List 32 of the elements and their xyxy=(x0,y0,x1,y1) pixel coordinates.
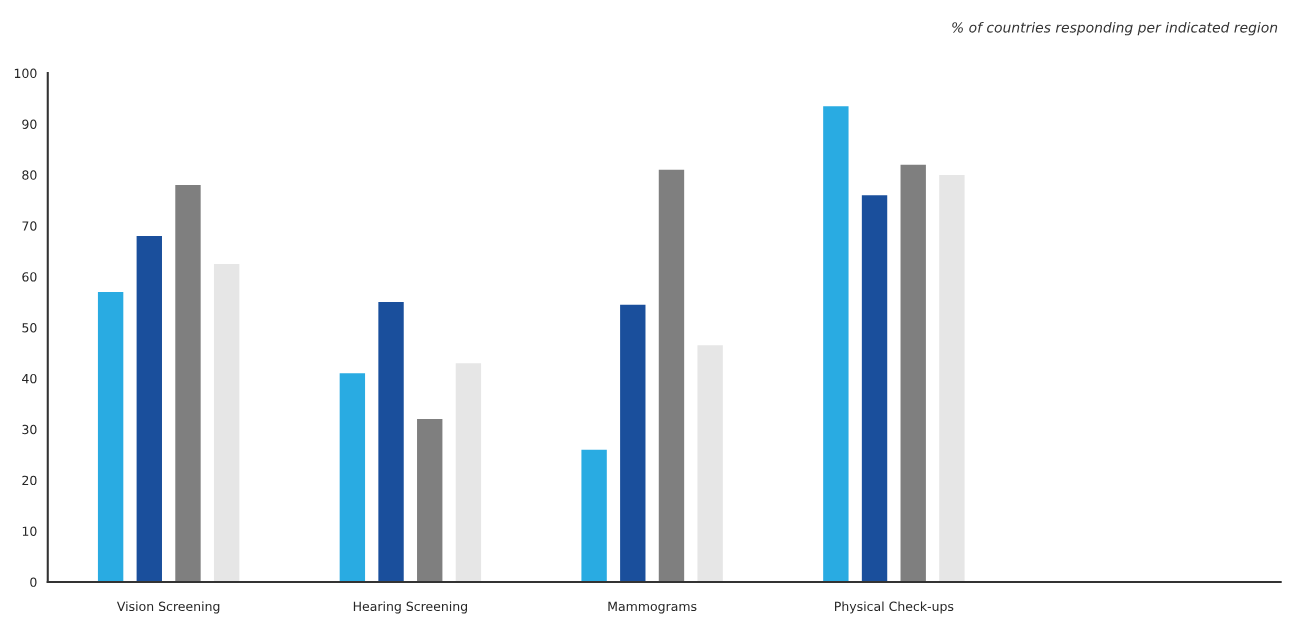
bar xyxy=(378,302,404,582)
y-tick-label: 10 xyxy=(22,526,37,536)
bar xyxy=(417,419,443,582)
y-tick-label: 40 xyxy=(22,373,37,384)
y-tick-label: 30 xyxy=(22,424,37,435)
bar xyxy=(900,164,926,582)
bar xyxy=(823,106,849,582)
bar xyxy=(658,169,685,582)
bar xyxy=(455,363,482,582)
bar xyxy=(697,345,723,582)
x-tick-label: Mammograms xyxy=(608,601,697,614)
x-tick-label: Vision Screening xyxy=(116,601,220,614)
y-tick-label: 70 xyxy=(22,221,37,231)
bar xyxy=(213,263,240,582)
y-tick-label: 50 xyxy=(22,323,37,333)
bar xyxy=(939,174,965,582)
text: % of countries responding per indicated region xyxy=(952,21,1278,36)
bar xyxy=(581,449,607,582)
x-tick-label: Hearing Screening xyxy=(353,601,467,614)
y-tick-label: 20 xyxy=(22,475,37,486)
x-tick-label: Physical Check-ups xyxy=(835,601,954,614)
y-tick-label: 60 xyxy=(22,272,37,282)
bar xyxy=(136,235,162,582)
bar xyxy=(620,304,646,582)
y-tick-label: 0 xyxy=(30,577,37,587)
bar xyxy=(339,373,366,582)
bar xyxy=(175,185,201,582)
y-tick-label: 80 xyxy=(22,170,37,180)
bar xyxy=(97,291,124,582)
bar xyxy=(861,195,888,582)
y-tick-label: 90 xyxy=(22,119,37,129)
y-tick-label: 100 xyxy=(14,68,37,79)
